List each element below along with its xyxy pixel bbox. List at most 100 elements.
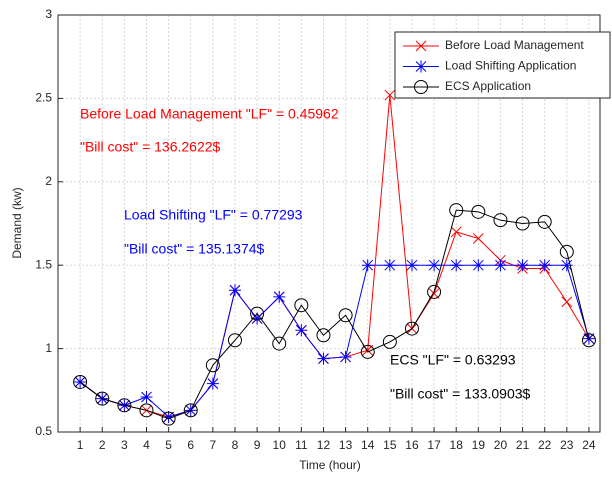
x-tick-label: 3 — [121, 438, 128, 452]
marker — [427, 284, 442, 299]
marker-shape — [414, 80, 428, 94]
marker — [139, 403, 154, 418]
marker-shape — [251, 312, 264, 325]
series-line — [79, 209, 590, 420]
x-tick-label: 1 — [77, 438, 84, 452]
x-tick-label: 6 — [187, 438, 194, 452]
x-tick-label: 24 — [582, 438, 596, 452]
marker — [383, 259, 396, 272]
y-tick-label: 1 — [45, 341, 52, 355]
marker-shape — [139, 403, 154, 418]
marker — [559, 244, 574, 259]
y-tick-label: 2 — [45, 174, 52, 188]
marker-shape — [559, 244, 574, 259]
marker — [405, 259, 418, 272]
marker — [317, 352, 330, 365]
annotation: Before Load Management "LF" = 0.45962 — [80, 106, 339, 122]
marker-shape — [472, 233, 484, 244]
marker-shape — [428, 259, 441, 272]
x-tick-label: 14 — [361, 438, 375, 452]
x-tick-label: 20 — [494, 438, 508, 452]
marker — [338, 308, 353, 323]
marker-shape — [361, 259, 374, 272]
marker — [515, 216, 530, 231]
marker-shape — [73, 374, 88, 389]
marker-shape — [250, 306, 265, 321]
marker-shape — [140, 390, 153, 403]
marker — [472, 259, 485, 272]
legend: Before Load Management Load Shifting Appl… — [394, 31, 611, 99]
marker — [228, 284, 241, 297]
marker — [384, 89, 396, 101]
marker-shape — [581, 333, 596, 348]
marker — [206, 377, 219, 390]
marker-shape — [95, 391, 110, 406]
marker — [161, 411, 176, 426]
marker-shape — [494, 259, 507, 272]
marker — [205, 358, 220, 373]
x-tick-label: 4 — [143, 438, 150, 452]
marker-shape — [405, 259, 418, 272]
marker-shape — [162, 410, 175, 423]
marker — [415, 40, 427, 52]
marker — [273, 290, 286, 303]
y-tick-label: 0.5 — [35, 424, 52, 438]
annotation: "Bill cost" = 136.2622$ — [80, 139, 221, 155]
marker-shape — [537, 214, 552, 229]
marker-shape — [449, 203, 464, 218]
marker-shape — [161, 411, 176, 426]
x-tick-label: 18 — [450, 438, 464, 452]
legend-label: Load Shifting Application — [445, 59, 576, 73]
marker-shape — [538, 259, 551, 272]
x-tick-label: 10 — [273, 438, 287, 452]
marker — [560, 259, 573, 272]
marker — [251, 312, 264, 325]
annotation: "Bill cost" = 133.0903$ — [390, 386, 531, 402]
marker-shape — [295, 324, 308, 337]
marker — [117, 398, 132, 413]
marker — [73, 374, 88, 389]
marker — [316, 328, 331, 343]
marker-shape — [383, 259, 396, 272]
marker-shape — [183, 403, 198, 418]
annotation: Load Shifting "LF" = 0.77293 — [124, 207, 303, 223]
marker-shape — [561, 296, 573, 308]
marker — [471, 204, 486, 219]
marker — [382, 334, 397, 349]
marker-shape — [404, 321, 419, 336]
marker — [404, 321, 419, 336]
marker — [183, 403, 198, 418]
x-tick-label: 19 — [472, 438, 486, 452]
marker — [294, 298, 309, 313]
marker — [414, 80, 428, 94]
marker — [428, 259, 441, 272]
x-tick-label: 15 — [383, 438, 397, 452]
marker-shape — [205, 358, 220, 373]
marker — [360, 344, 375, 359]
marker — [95, 391, 110, 406]
x-tick-label: 22 — [538, 438, 552, 452]
marker-shape — [450, 259, 463, 272]
marker-shape — [382, 334, 397, 349]
marker — [162, 410, 175, 423]
marker-shape — [294, 298, 309, 313]
marker — [472, 233, 484, 244]
marker-shape — [272, 336, 287, 351]
y-tick-label: 2.5 — [35, 91, 52, 105]
marker-shape — [117, 398, 132, 413]
marker-shape — [339, 350, 352, 363]
marker-shape — [471, 204, 486, 219]
y-axis-label: Demand (kw) — [10, 187, 24, 258]
x-axis-label: Time (hour) — [299, 458, 361, 472]
annotation: ECS "LF" = 0.63293 — [390, 352, 516, 368]
x-tick-label: 16 — [405, 438, 419, 452]
x-tick-label: 8 — [232, 438, 239, 452]
marker — [272, 336, 287, 351]
marker-shape — [415, 40, 427, 52]
marker-shape — [228, 284, 241, 297]
marker-shape — [516, 259, 529, 272]
marker-shape — [227, 333, 242, 348]
marker-shape — [316, 328, 331, 343]
marker — [140, 390, 153, 403]
